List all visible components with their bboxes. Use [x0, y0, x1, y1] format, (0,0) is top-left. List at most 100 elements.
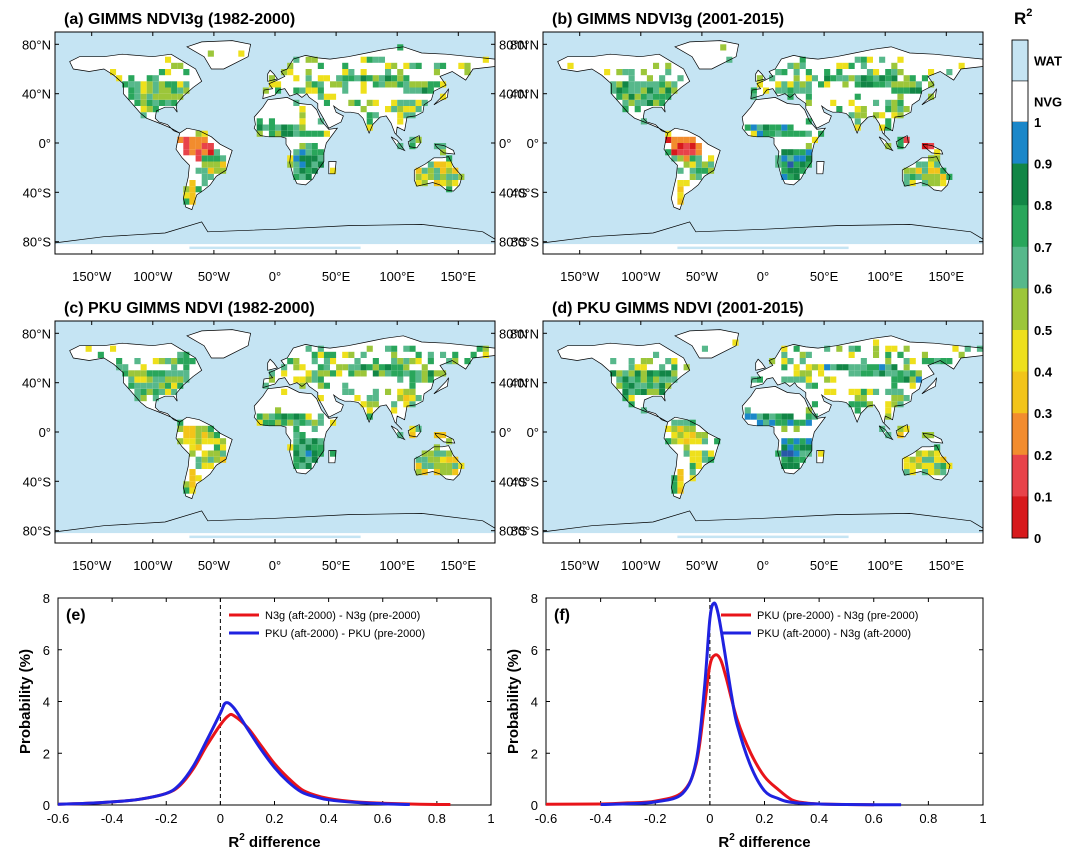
- grid-cell: [183, 69, 190, 76]
- grid-cell: [409, 87, 416, 94]
- grid-cell: [152, 87, 159, 94]
- grid-cell: [622, 87, 629, 94]
- map-title-a: (a) GIMMS NDVI3g (1982-2000): [64, 11, 295, 28]
- lat-tick-label: 80°N: [499, 326, 528, 341]
- grid-cell: [134, 388, 141, 395]
- coastline: [407, 135, 421, 149]
- x-axis-label-sup: 2: [239, 832, 245, 843]
- grid-cell: [146, 75, 153, 82]
- grid-cell: [848, 345, 855, 352]
- grid-cell: [421, 167, 428, 174]
- grid-cell: [640, 118, 647, 125]
- grid-cell: [928, 462, 935, 469]
- lat-tick-label: 0°: [499, 425, 511, 440]
- grid-cell: [183, 364, 190, 371]
- grid-cell: [201, 462, 208, 469]
- grid-cell: [891, 69, 898, 76]
- grid-cell: [409, 81, 416, 88]
- grid-cell: [110, 69, 117, 76]
- grid-cell: [268, 130, 275, 137]
- grid-cell: [421, 99, 428, 106]
- grid-cell: [897, 56, 904, 63]
- grid-cell: [659, 388, 666, 395]
- grid-cell: [928, 180, 935, 187]
- grid-cell: [885, 364, 892, 371]
- grid-cell: [622, 106, 629, 113]
- grid-cell: [695, 450, 702, 457]
- ice-shelf: [677, 535, 849, 539]
- lon-tick-label: 50°W: [198, 558, 231, 573]
- grid-cell: [452, 358, 459, 365]
- colorbar-nvg-swatch: [1011, 80, 1029, 123]
- grid-cell: [134, 87, 141, 94]
- grid-cell: [793, 62, 800, 69]
- grid-cell: [708, 155, 715, 162]
- grid-cell: [403, 388, 410, 395]
- grid-cell: [391, 358, 398, 365]
- lat-tick-label: 40°N: [499, 376, 528, 391]
- grid-cell: [195, 167, 202, 174]
- grid-cell: [781, 155, 788, 162]
- grid-cell: [134, 376, 141, 383]
- grid-cell: [207, 456, 214, 463]
- grid-cell: [433, 456, 440, 463]
- grid-cell: [628, 395, 635, 402]
- grid-cell: [659, 87, 666, 94]
- grid-cell: [427, 161, 434, 168]
- grid-cell: [165, 69, 172, 76]
- grid-cell: [781, 358, 788, 365]
- grid-cell: [415, 351, 422, 358]
- grid-cell: [885, 124, 892, 131]
- grid-cell: [873, 75, 880, 82]
- grid-cell: [860, 75, 867, 82]
- grid-cell: [793, 370, 800, 377]
- grid-cell: [915, 370, 922, 377]
- x-axis-label: R2 difference: [718, 832, 810, 851]
- grid-cell: [372, 401, 379, 408]
- grid-cell: [659, 382, 666, 389]
- grid-cell: [409, 395, 416, 402]
- grid-cell: [446, 173, 453, 180]
- grid-cell: [195, 425, 202, 432]
- grid-cell: [183, 487, 190, 494]
- grid-cell: [311, 376, 318, 383]
- grid-cell: [165, 388, 172, 395]
- grid-cell: [165, 87, 172, 94]
- grid-cell: [799, 438, 806, 445]
- grid-cell: [213, 161, 220, 168]
- grid-cell: [140, 81, 147, 88]
- grid-cell: [385, 62, 392, 69]
- grid-cell: [397, 388, 404, 395]
- lon-tick-label: 50°E: [322, 558, 351, 573]
- grid-cell: [433, 161, 440, 168]
- grid-cell: [634, 87, 641, 94]
- coastline: [901, 445, 951, 481]
- grid-cell: [659, 75, 666, 82]
- grid-cell: [695, 462, 702, 469]
- lon-tick-label: 150°E: [929, 269, 965, 284]
- grid-cell: [683, 143, 690, 150]
- grid-cell: [391, 62, 398, 69]
- grid-cell: [616, 69, 623, 76]
- grid-cell: [677, 475, 684, 482]
- grid-cell: [921, 351, 928, 358]
- grid-cell: [220, 438, 227, 445]
- grid-cell: [940, 167, 947, 174]
- grid-cell: [128, 75, 135, 82]
- grid-cell: [293, 87, 300, 94]
- grid-cell: [317, 93, 324, 100]
- grid-cell: [299, 155, 306, 162]
- grid-cell: [677, 419, 684, 426]
- grid-cell: [391, 345, 398, 352]
- grid-cell: [366, 56, 373, 63]
- coastline: [750, 46, 983, 141]
- grid-cell: [281, 364, 288, 371]
- grid-cell: [653, 388, 660, 395]
- grid-cell: [921, 358, 928, 365]
- grid-cell: [677, 186, 684, 193]
- grid-cell: [671, 419, 678, 426]
- grid-cell: [903, 376, 910, 383]
- grid-cell: [885, 106, 892, 113]
- grid-cell: [628, 69, 635, 76]
